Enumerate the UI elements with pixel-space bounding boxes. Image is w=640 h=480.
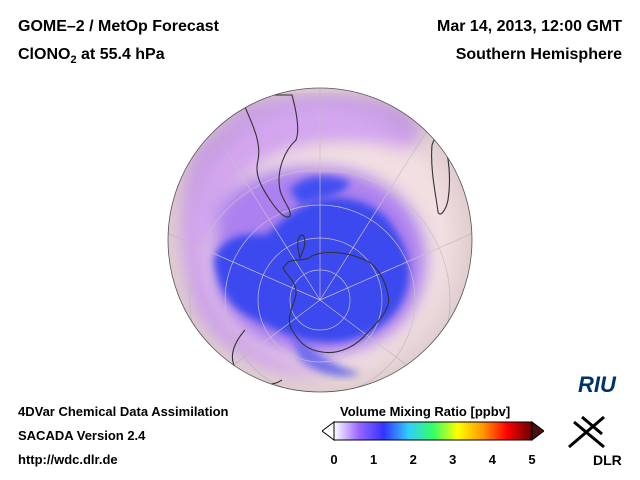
- website-link[interactable]: http://wdc.dlr.de: [18, 452, 118, 467]
- riu-logo: RIU: [578, 372, 616, 397]
- colorbar-over-arrow: [531, 421, 544, 441]
- forecast-title: GOME–2 / MetOp Forecast: [18, 18, 219, 35]
- colorbar-under-arrow: [322, 421, 335, 441]
- colorbar-tick-label: 0: [330, 452, 338, 467]
- colorbar-tick-label: 1: [369, 452, 378, 467]
- species-title: ClONO2 at 55.4 hPa: [18, 46, 165, 66]
- hemisphere-label: Southern Hemisphere: [455, 46, 622, 63]
- assimilation-label: 4DVar Chemical Data Assimilation: [18, 404, 229, 419]
- southern-hemisphere-map: [167, 87, 473, 393]
- colorbar-tick-label: 2: [409, 452, 417, 467]
- pressure-level: at 55.4 hPa: [76, 46, 165, 63]
- colorbar-title: Volume Mixing Ratio [ppbv]: [340, 404, 511, 419]
- colorbar-tick-label: 4: [488, 452, 496, 467]
- version-label: SACADA Version 2.4: [18, 428, 146, 443]
- forecast-date: Mar 14, 2013, 12:00 GMT: [437, 18, 622, 35]
- colorbar-gradient: [333, 421, 533, 441]
- colorbar: [322, 421, 544, 441]
- colorbar-tick-label: 3: [449, 452, 457, 467]
- dlr-logo-text: DLR: [593, 452, 622, 468]
- species-subscript: 2: [70, 54, 77, 67]
- colorbar-tick-label: 5: [528, 452, 536, 467]
- dlr-logo-icon: [568, 415, 605, 449]
- species-name: ClONO: [18, 46, 71, 63]
